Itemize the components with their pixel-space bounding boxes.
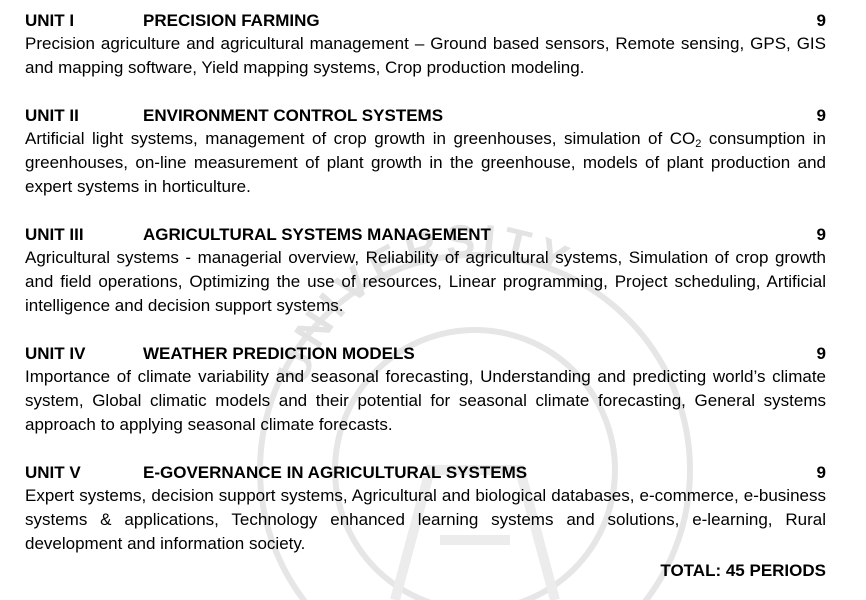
unit-hours: 9 (816, 344, 826, 363)
subscript-two: 2 (695, 138, 702, 150)
unit-4: UNIT IV WEATHER PREDICTION MODELS 9 Impo… (25, 343, 826, 437)
unit-title: PRECISION FARMING (143, 11, 320, 30)
unit-number: UNIT II (25, 106, 79, 125)
unit-number: UNIT III (25, 225, 84, 244)
unit-hours: 9 (816, 225, 826, 244)
unit-title: ENVIRONMENT CONTROL SYSTEMS (143, 106, 444, 125)
unit-description-part: Artificial light systems, management of … (25, 129, 696, 148)
unit-hours: 9 (816, 463, 826, 482)
unit-2: UNIT II ENVIRONMENT CONTROL SYSTEMS 9 Ar… (25, 105, 826, 199)
unit-title: WEATHER PREDICTION MODELS (143, 344, 415, 363)
unit-3: UNIT III AGRICULTURAL SYSTEMS MANAGEMENT… (25, 224, 826, 318)
unit-header: UNIT V E-GOVERNANCE IN AGRICULTURAL SYST… (25, 462, 826, 484)
unit-description: Agricultural systems - managerial overvi… (25, 248, 826, 315)
unit-5: UNIT V E-GOVERNANCE IN AGRICULTURAL SYST… (25, 462, 826, 556)
unit-hours: 9 (816, 11, 826, 30)
unit-title: E-GOVERNANCE IN AGRICULTURAL SYSTEMS (143, 463, 528, 482)
unit-description: Importance of climate variability and se… (25, 367, 826, 434)
unit-number: UNIT V (25, 463, 81, 482)
unit-1: UNIT I PRECISION FARMING 9 Precision agr… (25, 10, 826, 80)
unit-header: UNIT II ENVIRONMENT CONTROL SYSTEMS 9 (25, 105, 826, 127)
unit-description: Expert systems, decision support systems… (25, 486, 826, 553)
unit-header: UNIT III AGRICULTURAL SYSTEMS MANAGEMENT… (25, 224, 826, 246)
unit-description: Artificial light systems, management of … (25, 127, 826, 199)
unit-title: AGRICULTURAL SYSTEMS MANAGEMENT (143, 225, 491, 244)
syllabus-document: UNIT I PRECISION FARMING 9 Precision agr… (25, 10, 826, 580)
unit-description-part: consumption in greenhouses, on-line meas… (25, 129, 826, 196)
unit-hours: 9 (816, 106, 826, 125)
unit-description: Precision agriculture and agricultural m… (25, 34, 826, 77)
unit-number: UNIT I (25, 11, 75, 30)
unit-number: UNIT IV (25, 344, 86, 363)
unit-header: UNIT I PRECISION FARMING 9 (25, 10, 826, 32)
total-periods: TOTAL: 45 PERIODS (660, 561, 826, 580)
unit-header: UNIT IV WEATHER PREDICTION MODELS 9 (25, 343, 826, 365)
